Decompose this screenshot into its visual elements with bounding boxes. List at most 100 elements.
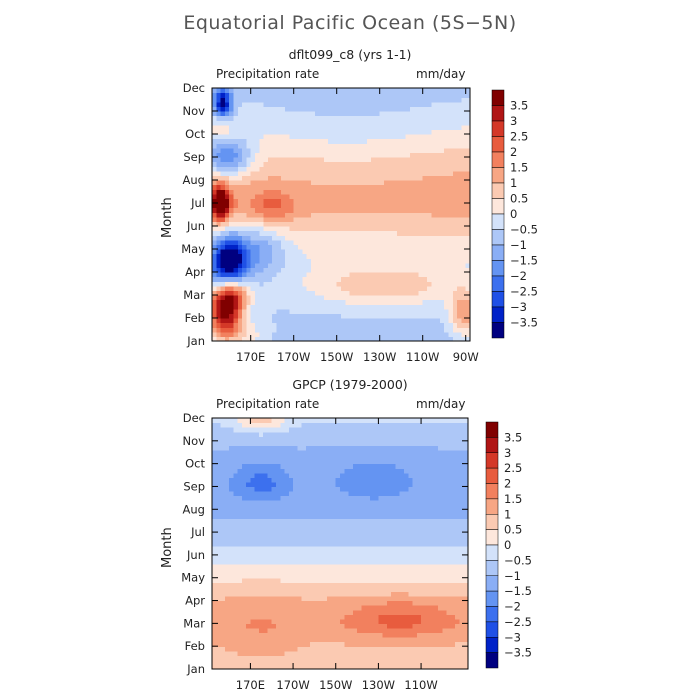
- heatmap-cell: [465, 318, 471, 324]
- heatmap-cell: [267, 595, 273, 602]
- heatmap-cell: [412, 627, 418, 634]
- heatmap-cell: [319, 189, 325, 195]
- heatmap-cell: [433, 600, 439, 606]
- heatmap-cell: [379, 157, 385, 163]
- heatmap-cell: [448, 147, 454, 153]
- heatmap-cell: [461, 216, 467, 222]
- heatmap-cell: [297, 650, 303, 656]
- heatmap-cell: [429, 582, 435, 588]
- heatmap-cell: [216, 568, 222, 574]
- heatmap-cell: [365, 564, 371, 570]
- heatmap-cell: [233, 318, 239, 324]
- heatmap-cell: [293, 641, 298, 647]
- heatmap-cell: [310, 207, 316, 213]
- heatmap-cell: [391, 641, 397, 647]
- heatmap-cell: [280, 198, 286, 204]
- heatmap-cell: [444, 180, 450, 186]
- heatmap-cell: [259, 267, 265, 273]
- heatmap-cell: [319, 253, 325, 259]
- heatmap-cell: [323, 276, 329, 282]
- heatmap-cell: [242, 331, 247, 337]
- heatmap-cell: [237, 290, 243, 296]
- heatmap-cell: [352, 568, 358, 574]
- heatmap-cell: [429, 577, 435, 583]
- heatmap-cell: [404, 582, 409, 588]
- heatmap-cell: [284, 605, 290, 611]
- heatmap-cell: [242, 189, 247, 195]
- heatmap-cell: [246, 327, 252, 333]
- heatmap-cell: [414, 313, 419, 319]
- heatmap-cell: [392, 262, 398, 268]
- heatmap-cell: [465, 313, 471, 319]
- heatmap-cell: [366, 166, 372, 172]
- heatmap-cell: [285, 120, 290, 126]
- heatmap-cell: [371, 235, 376, 241]
- heatmap-cell: [263, 106, 269, 112]
- heatmap-cell: [224, 230, 230, 236]
- heatmap-cell: [365, 637, 371, 643]
- heatmap-cell: [246, 637, 251, 643]
- heatmap-cell: [284, 591, 290, 597]
- heatmap-cell: [448, 313, 454, 319]
- heatmap-cell: [455, 659, 461, 666]
- heatmap-cell: [233, 600, 239, 606]
- heatmap-cell: [352, 577, 358, 583]
- heatmap-cell: [306, 161, 312, 167]
- heatmap-cell: [229, 124, 235, 130]
- heatmap-cell: [409, 262, 415, 268]
- heatmap-cell: [362, 295, 368, 301]
- heatmap-cell: [392, 120, 398, 126]
- heatmap-cell: [310, 568, 315, 574]
- heatmap-cell: [276, 143, 282, 149]
- heatmap-cell: [344, 545, 350, 551]
- heatmap-cell: [391, 573, 397, 579]
- heatmap-cell: [418, 272, 424, 278]
- heatmap-cell: [396, 115, 402, 121]
- heatmap-cell: [322, 600, 328, 606]
- heatmap-cell: [341, 281, 346, 287]
- heatmap-cell: [404, 655, 409, 661]
- heatmap-cell: [284, 627, 290, 634]
- heatmap-cell: [461, 276, 467, 282]
- heatmap-cell: [302, 304, 308, 310]
- heatmap-cell: [365, 650, 371, 656]
- heatmap-cell: [332, 147, 338, 153]
- heatmap-cell: [212, 650, 217, 656]
- heatmap-cell: [405, 111, 411, 117]
- heatmap-cell: [435, 281, 441, 287]
- heatmap-cell: [280, 568, 286, 574]
- heatmap-cell: [318, 568, 324, 574]
- heatmap-cell: [233, 193, 239, 199]
- heatmap-cell: [341, 253, 346, 259]
- heatmap-cell: [336, 166, 342, 172]
- heatmap-cell: [293, 550, 298, 556]
- heatmap-cell: [418, 111, 424, 117]
- heatmap-cell: [422, 203, 428, 209]
- heatmap-cell: [212, 120, 217, 126]
- heatmap-cell: [461, 253, 467, 259]
- heatmap-cell: [237, 577, 243, 583]
- heatmap-cell: [319, 267, 325, 273]
- heatmap-cell: [319, 331, 325, 337]
- heatmap-cell: [358, 161, 364, 167]
- heatmap-cell: [220, 189, 226, 195]
- heatmap-cell: [379, 295, 385, 301]
- heatmap-cell: [369, 646, 375, 652]
- heatmap-cell: [332, 101, 338, 107]
- heatmap-cell: [285, 262, 290, 268]
- heatmap-cell: [439, 115, 445, 121]
- heatmap-cell: [353, 308, 359, 314]
- heatmap-cell: [349, 198, 355, 204]
- heatmap-cell: [427, 124, 432, 130]
- heatmap-cell: [465, 230, 471, 236]
- heatmap-cell: [396, 175, 402, 181]
- heatmap-cell: [384, 331, 389, 337]
- heatmap-cell: [327, 650, 333, 656]
- heatmap-cell: [433, 573, 439, 579]
- heatmap-cell: [224, 591, 230, 597]
- heatmap-cell: [293, 239, 299, 245]
- heatmap-cell: [431, 322, 437, 328]
- heatmap-cell: [362, 313, 368, 319]
- heatmap-cell: [237, 129, 243, 135]
- heatmap-cell: [422, 295, 428, 301]
